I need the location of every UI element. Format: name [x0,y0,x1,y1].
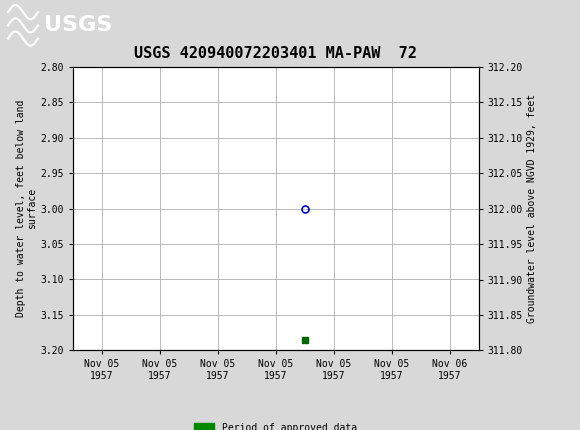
Y-axis label: Groundwater level above NGVD 1929, feet: Groundwater level above NGVD 1929, feet [527,94,537,323]
Title: USGS 420940072203401 MA-PAW  72: USGS 420940072203401 MA-PAW 72 [134,46,417,61]
Text: USGS: USGS [44,15,113,35]
Legend: Period of approved data: Period of approved data [190,419,361,430]
Y-axis label: Depth to water level, feet below land
surface: Depth to water level, feet below land su… [16,100,37,317]
